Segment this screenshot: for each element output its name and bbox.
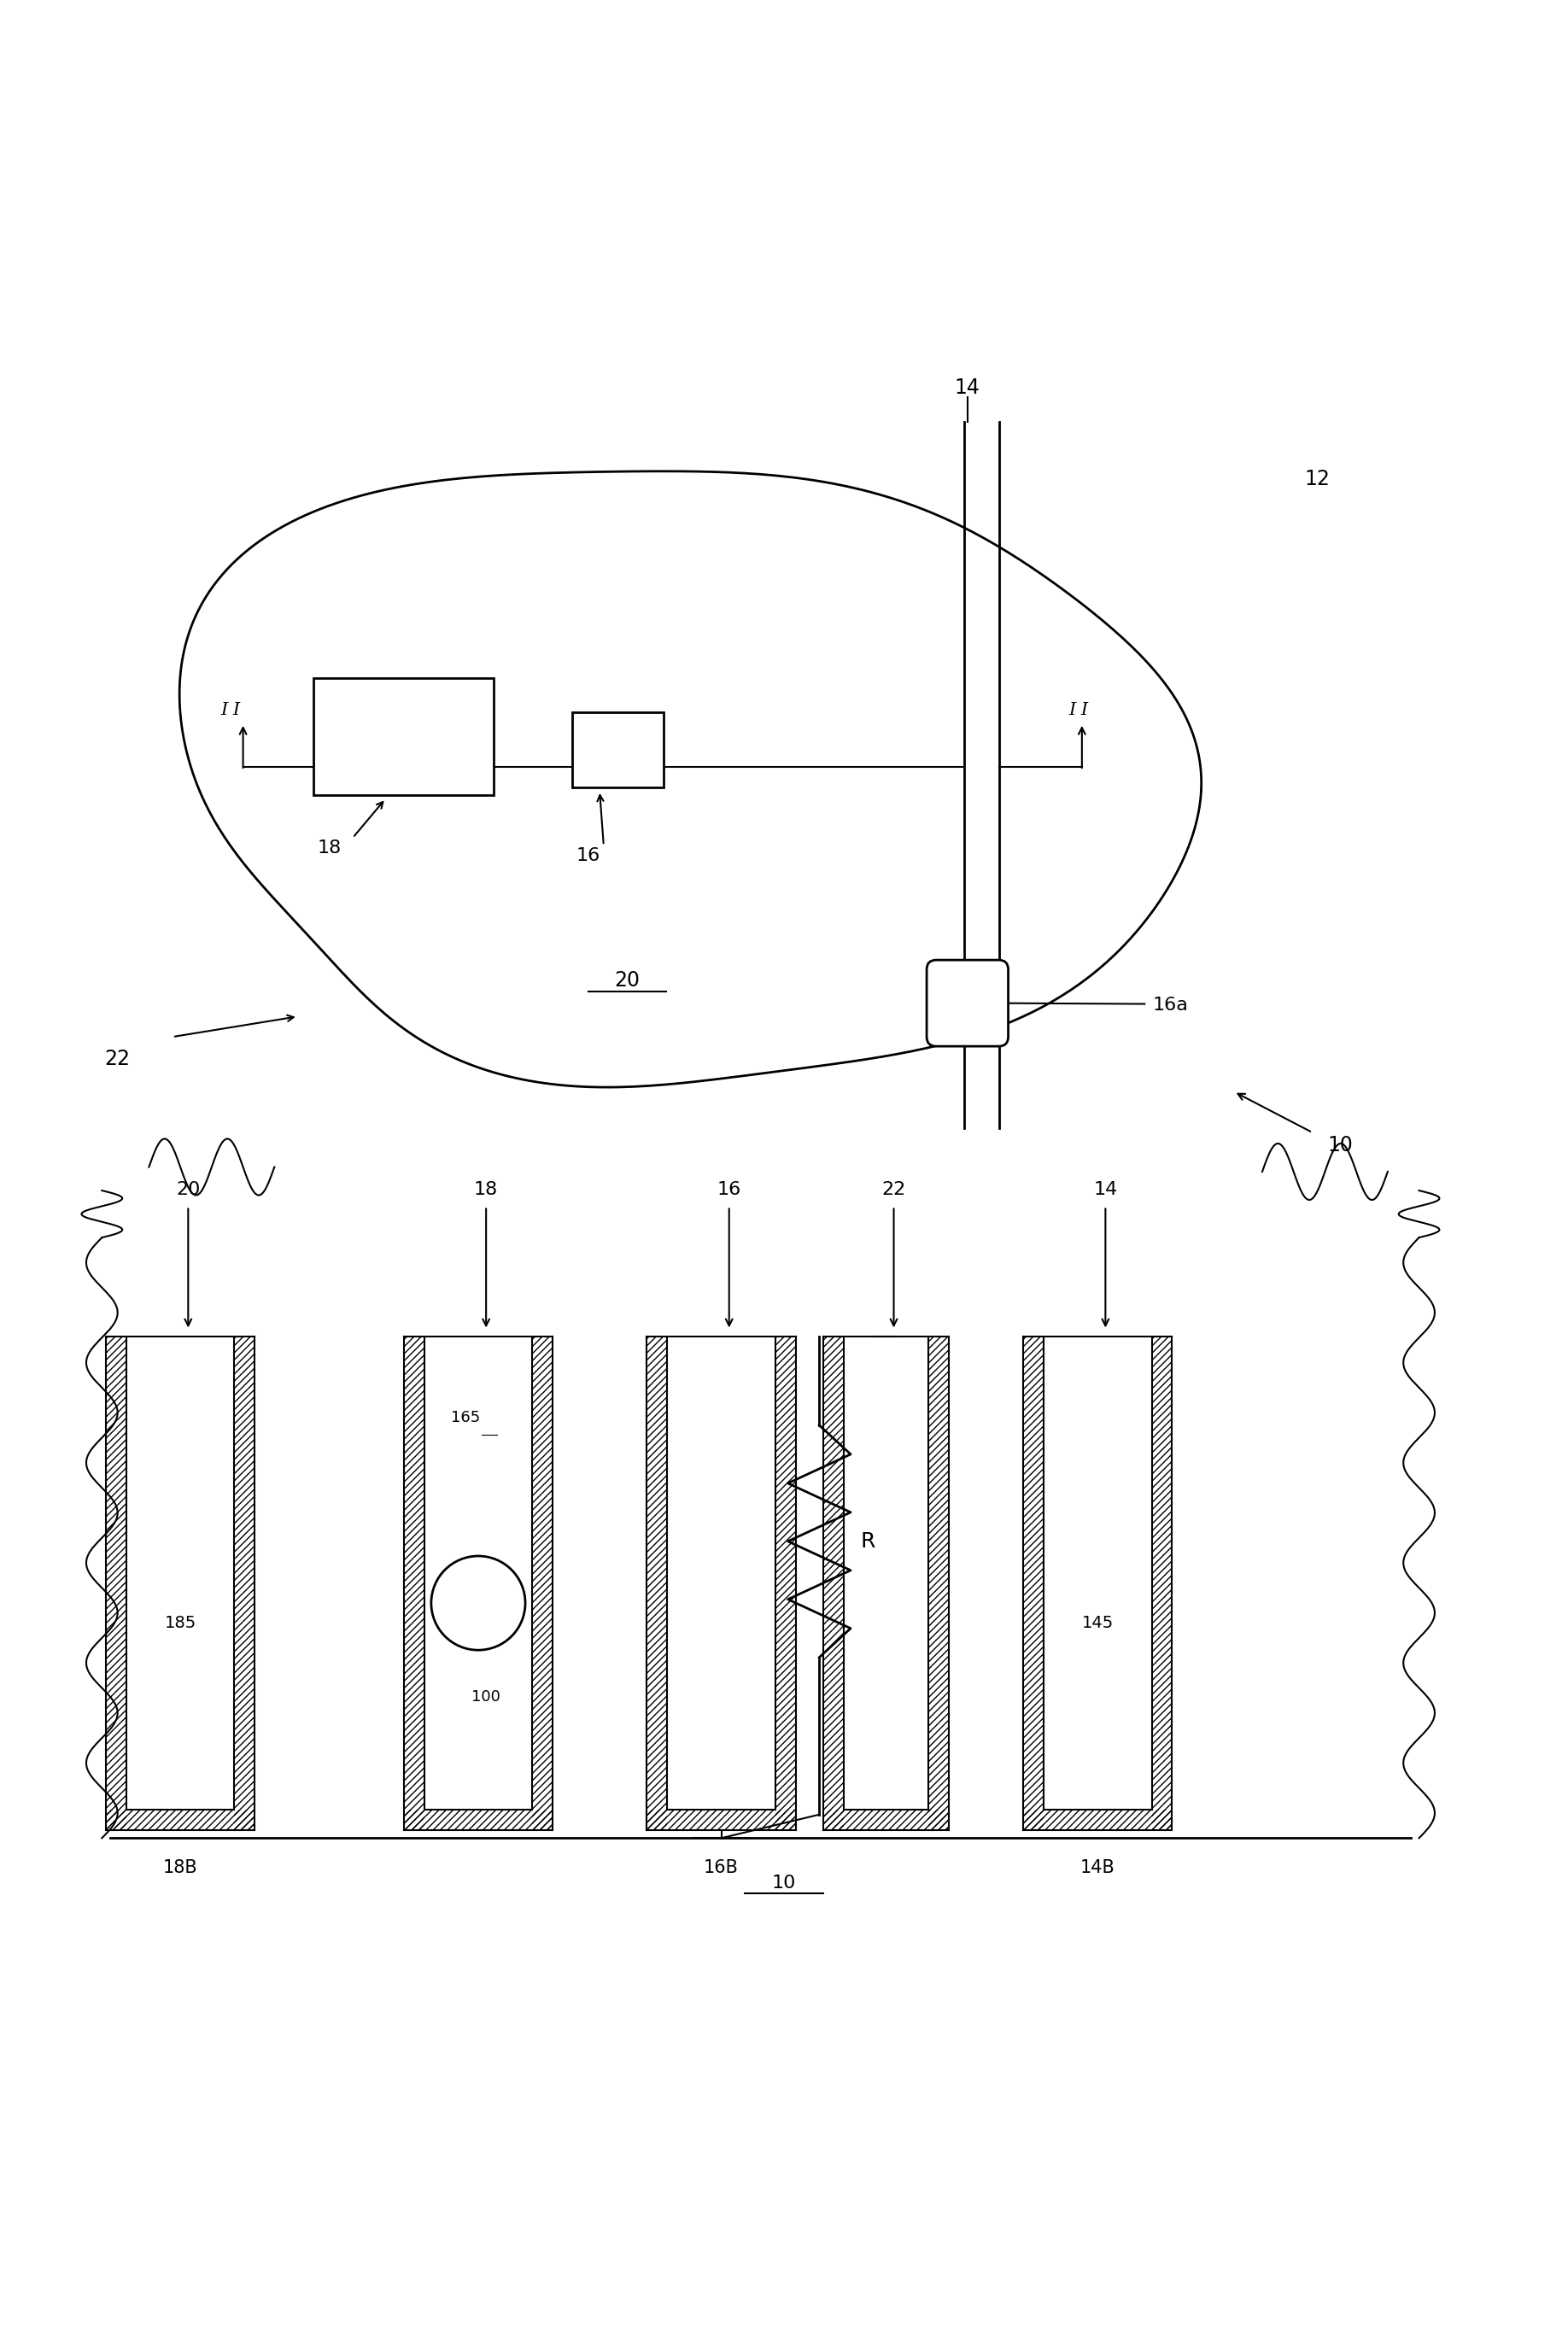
Text: 20: 20: [615, 971, 640, 992]
Bar: [648, 1809, 797, 1830]
Text: 18B: 18B: [163, 1858, 198, 1877]
Text: 20: 20: [176, 1181, 201, 1197]
Bar: [314, 677, 494, 796]
Text: I I: I I: [1069, 703, 1088, 719]
Text: I I: I I: [221, 703, 240, 719]
Text: 12: 12: [1305, 469, 1330, 490]
Bar: [1024, 1809, 1171, 1830]
Bar: [823, 1809, 949, 1830]
Bar: [648, 1337, 668, 1830]
Text: 16B: 16B: [704, 1858, 739, 1877]
Text: 14B: 14B: [1080, 1858, 1115, 1877]
Bar: [532, 1337, 552, 1830]
Bar: [405, 1809, 554, 1830]
Bar: [1024, 1337, 1044, 1830]
Text: 165: 165: [452, 1410, 480, 1426]
Bar: [823, 1337, 844, 1830]
Bar: [235, 1337, 254, 1830]
Text: 22: 22: [105, 1048, 130, 1069]
Text: 10: 10: [771, 1874, 797, 1891]
Text: 16: 16: [575, 847, 601, 864]
Text: 10: 10: [1328, 1134, 1353, 1155]
Bar: [405, 1337, 423, 1830]
Bar: [107, 1809, 256, 1830]
Text: 14: 14: [955, 378, 980, 399]
Text: 18: 18: [474, 1181, 499, 1197]
Text: 16a: 16a: [1152, 997, 1189, 1013]
Bar: [928, 1337, 949, 1830]
Bar: [1151, 1337, 1171, 1830]
Text: 14: 14: [1093, 1181, 1118, 1197]
Text: 100: 100: [472, 1690, 500, 1704]
Text: 185: 185: [165, 1615, 196, 1631]
Text: R: R: [859, 1531, 875, 1552]
Text: 22: 22: [881, 1181, 906, 1197]
Text: 16: 16: [717, 1181, 742, 1197]
Bar: [572, 712, 663, 787]
Bar: [107, 1337, 125, 1830]
Text: 18: 18: [317, 840, 342, 857]
FancyBboxPatch shape: [927, 959, 1008, 1046]
Text: 145: 145: [1082, 1615, 1113, 1631]
Bar: [776, 1337, 797, 1830]
